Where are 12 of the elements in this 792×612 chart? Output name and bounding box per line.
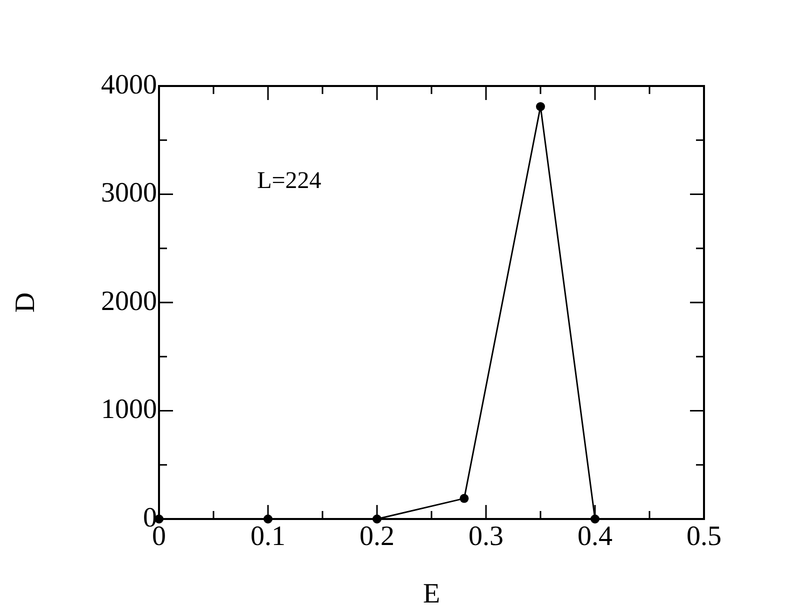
x-tick-label: 0.3 xyxy=(468,521,504,552)
annotation: L=224 xyxy=(257,168,322,196)
x-tick-label: 0.5 xyxy=(686,521,722,552)
y-axis-title: D xyxy=(10,292,42,313)
y-tick-label: 2000 xyxy=(101,286,157,317)
y-tick-label: 3000 xyxy=(101,178,157,209)
y-tick-label: 1000 xyxy=(101,394,157,426)
y-tick-label: 4000 xyxy=(101,69,157,100)
x-axis-title: E xyxy=(422,578,440,610)
x-tick-label: 0.4 xyxy=(578,521,612,552)
x-tick-label: 0.2 xyxy=(360,521,394,552)
x-tick-label: 0.1 xyxy=(250,521,286,552)
